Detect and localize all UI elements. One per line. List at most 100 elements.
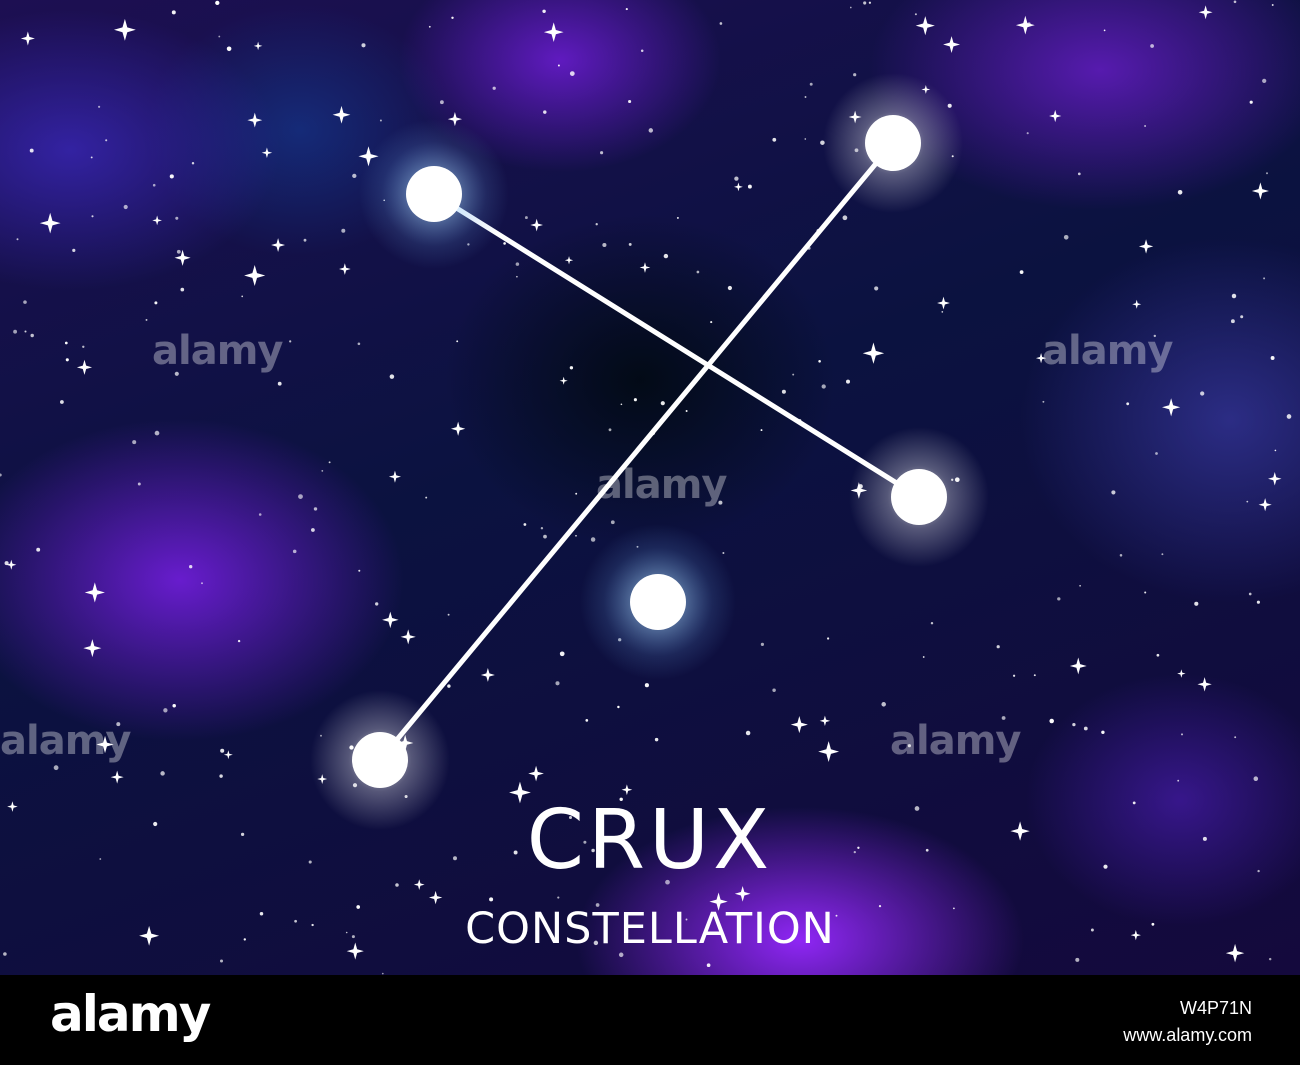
- background-star: [389, 374, 395, 379]
- background-star: [215, 0, 220, 6]
- background-star: [953, 907, 955, 910]
- sparkle-star: [332, 105, 351, 124]
- background-star: [569, 71, 575, 76]
- background-star: [341, 228, 346, 233]
- background-star: [123, 204, 128, 210]
- sparkle-star: [447, 111, 463, 127]
- background-star: [72, 248, 76, 252]
- background-star: [180, 287, 185, 292]
- background-star: [772, 137, 777, 142]
- background-star: [925, 848, 929, 852]
- background-star: [154, 430, 160, 436]
- watermark: alamy: [1042, 328, 1173, 374]
- background-star: [1268, 957, 1272, 961]
- sparkle-star: [937, 296, 950, 310]
- sparkle-star: [1132, 299, 1142, 309]
- background-star: [515, 262, 520, 266]
- background-star: [1240, 315, 1244, 319]
- sparkle-star: [862, 342, 885, 364]
- background-star: [1180, 733, 1184, 736]
- background-star: [575, 492, 578, 495]
- background-star: [540, 527, 544, 530]
- line-gacrux-acrux: [377, 140, 896, 763]
- background-star: [328, 461, 331, 464]
- background-star: [760, 642, 764, 646]
- background-star: [620, 403, 623, 406]
- background-star: [559, 651, 565, 657]
- background-star: [654, 737, 659, 742]
- sparkle-star: [1258, 498, 1272, 512]
- sparkle-star: [83, 639, 102, 658]
- background-star: [821, 384, 826, 389]
- background-star: [857, 846, 860, 849]
- background-star: [1253, 776, 1259, 781]
- background-star: [1119, 554, 1123, 557]
- sparkle-star: [382, 611, 399, 629]
- background-star: [1012, 674, 1016, 677]
- background-star: [996, 645, 1000, 649]
- background-star: [1132, 801, 1136, 805]
- background-star: [13, 329, 18, 334]
- background-star: [914, 806, 920, 811]
- sparkle-star: [559, 376, 568, 385]
- background-star: [189, 565, 193, 569]
- background-star: [593, 940, 599, 946]
- background-star: [727, 285, 733, 291]
- background-star: [137, 482, 141, 486]
- sparkle-star: [174, 249, 191, 266]
- sparkle-star: [1138, 239, 1154, 254]
- background-star: [555, 681, 560, 686]
- background-star: [868, 1, 872, 4]
- background-star: [734, 176, 739, 181]
- sparkle-star: [1251, 182, 1269, 200]
- night-sky: alamy alamy alamy alamy alamy CRUX CONST…: [0, 0, 1300, 975]
- background-star: [201, 582, 203, 585]
- sparkle-star: [509, 781, 531, 804]
- sparkle-star: [543, 22, 564, 42]
- background-star: [440, 100, 444, 105]
- background-star: [243, 938, 246, 941]
- background-star: [64, 341, 68, 345]
- sparkle-star: [6, 559, 17, 570]
- background-star: [456, 340, 459, 343]
- sparkle-star: [639, 262, 651, 273]
- background-star: [1194, 601, 1199, 606]
- sparkle-star: [734, 885, 751, 902]
- sparkle-star: [818, 741, 840, 763]
- background-star: [590, 537, 596, 542]
- background-star: [259, 911, 264, 916]
- constellation-subtitle: CONSTELLATION: [465, 904, 835, 954]
- background-star: [1151, 922, 1155, 926]
- background-star: [602, 242, 607, 248]
- background-star: [760, 429, 763, 432]
- background-star: [1177, 779, 1180, 782]
- sparkle-stars: [6, 5, 1282, 963]
- sparkle-star: [139, 925, 160, 946]
- background-star: [718, 500, 723, 505]
- sparkle-star: [709, 892, 728, 911]
- sparkle-star: [819, 715, 831, 727]
- background-star: [863, 1, 867, 5]
- background-star: [568, 815, 573, 820]
- background-star: [53, 765, 59, 771]
- site-url: www.alamy.com: [1123, 1025, 1252, 1045]
- background-star: [1231, 293, 1237, 299]
- sparkle-star: [564, 256, 574, 265]
- background-star: [313, 507, 318, 511]
- background-star: [595, 223, 598, 226]
- background-star: [1103, 29, 1106, 32]
- sparkle-star: [428, 890, 443, 905]
- background-star: [696, 807, 701, 813]
- sparkle-star: [1162, 398, 1181, 417]
- background-star: [60, 400, 64, 404]
- background-star: [1079, 584, 1081, 587]
- background-star: [241, 295, 244, 298]
- sparkle-star: [388, 470, 402, 483]
- sparkle-star: [152, 215, 162, 226]
- background-star: [628, 242, 632, 246]
- background-star: [218, 35, 221, 38]
- background-star: [171, 10, 176, 15]
- sparkle-star: [339, 263, 351, 275]
- background-star: [357, 342, 361, 346]
